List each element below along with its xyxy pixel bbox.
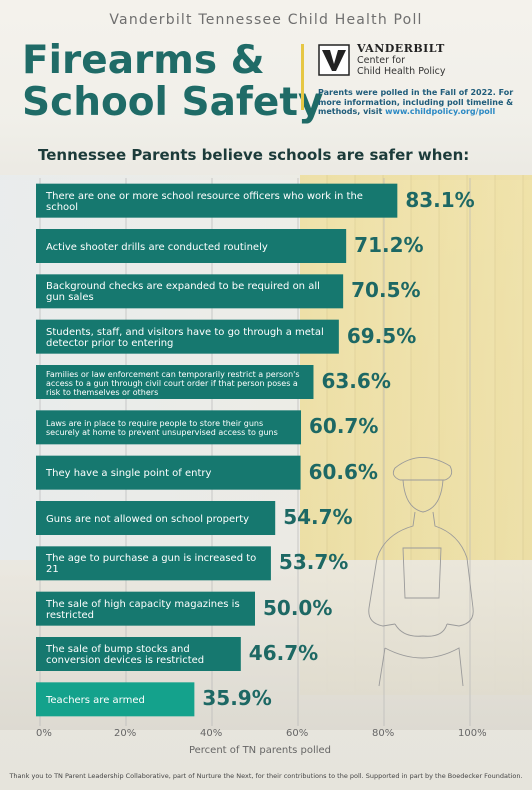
bar (36, 501, 276, 535)
bar-value-label: 69.5% (346, 323, 417, 348)
title-line-2: School Safety (22, 80, 324, 125)
bar-category-label: Students, staff, and visitors have to go… (46, 326, 324, 349)
bar-value-label: 46.7% (248, 641, 319, 665)
x-tick-label: 80% (372, 728, 395, 739)
bar-value-label: 35.9% (202, 686, 272, 711)
bar-value-label: 60.6% (308, 459, 378, 484)
poll-link[interactable]: www.childpolicy.org/poll (385, 107, 496, 116)
bar (36, 229, 347, 263)
bar (36, 546, 271, 581)
bar-category-label: There are one or more school resource of… (46, 190, 363, 213)
x-tick-label: 40% (200, 728, 223, 739)
bar (36, 365, 314, 399)
x-tick-label: 60% (286, 728, 309, 739)
bar-category-label: Families or law enforcement can temporar… (46, 369, 300, 397)
title-divider (301, 44, 304, 110)
bar-category-label: They have a single point of entry (46, 468, 212, 480)
page-title: Firearms & School Safety (22, 40, 323, 124)
bar-value-label: 63.6% (321, 369, 391, 393)
org-line-1: Center for (357, 55, 406, 66)
bar (36, 637, 241, 671)
bar-value-label: 60.7% (309, 414, 379, 439)
bar-value-label: 54.7% (283, 505, 353, 529)
poll-note-text: Parents were polled in the Fall of 2022.… (318, 88, 514, 116)
bar-value-label: 53.7% (278, 550, 349, 575)
poll-name: Vanderbilt Tennessee Child Health Poll (109, 12, 423, 28)
poll-note: Parents were polled in the Fall of 2022.… (318, 88, 526, 117)
bar (36, 183, 398, 218)
officer-outline-icon (368, 457, 474, 687)
ceiling-backdrop (0, 120, 532, 180)
org-name: VANDERBILT (357, 42, 445, 55)
bar (36, 682, 195, 717)
bar-category-label: Laws are in place to require people to s… (46, 419, 278, 438)
bar-category-label: The sale of bump stocks and conversion d… (46, 644, 205, 666)
bar-value-label: 71.2% (354, 233, 424, 257)
bar (36, 591, 255, 626)
vanderbilt-logo-icon (318, 44, 350, 76)
footer-credits: Thank you to TN Parent Leadership Collab… (9, 772, 523, 780)
bar-value-label: 50.0% (263, 595, 333, 620)
bar-value-label: 83.1% (405, 187, 475, 212)
bar (36, 274, 344, 309)
bar-category-label: Guns are not allowed on school property (46, 513, 250, 525)
chart-subtitle: Tennessee Parents believe schools are sa… (38, 146, 470, 164)
bar-value-label: 70.5% (351, 278, 421, 303)
x-tick-label: 0% (36, 728, 52, 739)
bar-category-label: The sale of high capacity magazines is r… (46, 598, 240, 621)
x-tick-label: 100% (458, 728, 487, 739)
bar-category-label: Active shooter drills are conducted rout… (46, 241, 268, 253)
bar (36, 455, 301, 490)
bar-category-label: Teachers are armed (46, 694, 145, 706)
bar (36, 319, 339, 354)
bar-category-label: The age to purchase a gun is increased t… (46, 553, 257, 576)
title-line-1: Firearms & (22, 38, 265, 83)
x-tick-label: 20% (114, 728, 137, 739)
bar-category-label: Background checks are expanded to be req… (46, 281, 320, 304)
org-line-2: Child Health Policy (357, 66, 446, 77)
bar (36, 410, 302, 445)
org-subname: Center for Child Health Policy (357, 55, 446, 77)
x-axis-label: Percent of TN parents polled (188, 745, 332, 756)
